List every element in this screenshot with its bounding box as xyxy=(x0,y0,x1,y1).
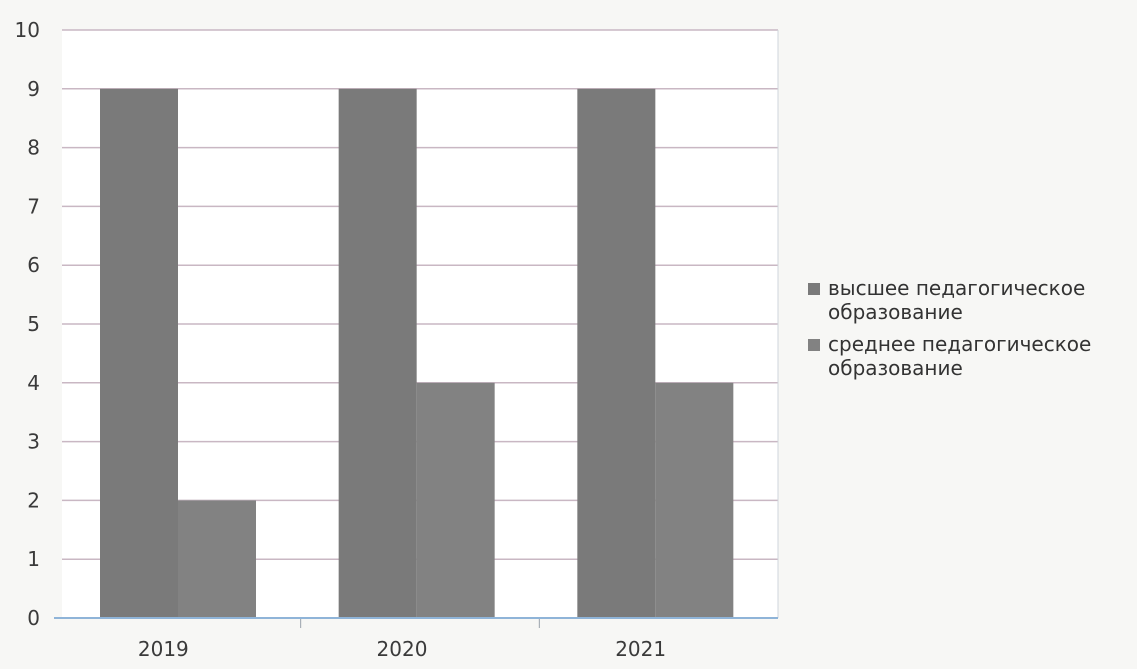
y-tick-label: 2 xyxy=(27,488,40,512)
bar-layer xyxy=(100,88,734,619)
legend-swatch-secondary-education xyxy=(808,339,820,351)
legend-label-higher-education: высшее педагогическое образование xyxy=(828,276,1086,324)
bar-2021-series-1 xyxy=(655,382,734,618)
y-tick-label: 3 xyxy=(27,430,40,454)
y-tick-label: 5 xyxy=(27,312,40,336)
y-tick-label: 1 xyxy=(27,547,40,571)
y-tick-label: 10 xyxy=(15,18,40,42)
bar-2021-series-0 xyxy=(577,88,656,619)
legend-item-higher-education: высшее педагогическое образование xyxy=(808,276,1128,324)
y-tick-label: 7 xyxy=(27,194,40,218)
bar-2019-series-0 xyxy=(100,88,178,619)
legend-swatch-higher-education xyxy=(808,283,820,295)
legend-item-secondary-education: среднее педагогическое образование xyxy=(808,332,1128,380)
y-tick-label: 0 xyxy=(27,606,40,630)
y-tick-label: 9 xyxy=(27,77,40,101)
x-tick-label-2021: 2021 xyxy=(615,637,666,661)
legend: высшее педагогическое образование средне… xyxy=(808,276,1128,388)
y-tick-label: 4 xyxy=(27,371,40,395)
legend-label-secondary-education: среднее педагогическое образование xyxy=(828,332,1092,380)
x-tick-label-2020: 2020 xyxy=(377,637,428,661)
bar-2020-series-0 xyxy=(338,88,417,619)
bar-2019-series-1 xyxy=(178,500,256,618)
axis-layer: 0 1 2 3 4 5 6 7 8 9 10 2019 2020 2021 xyxy=(15,18,778,661)
y-tick-label: 8 xyxy=(27,136,40,160)
bar-2020-series-1 xyxy=(416,382,495,618)
y-tick-label: 6 xyxy=(27,253,40,277)
x-tick-label-2019: 2019 xyxy=(138,637,189,661)
